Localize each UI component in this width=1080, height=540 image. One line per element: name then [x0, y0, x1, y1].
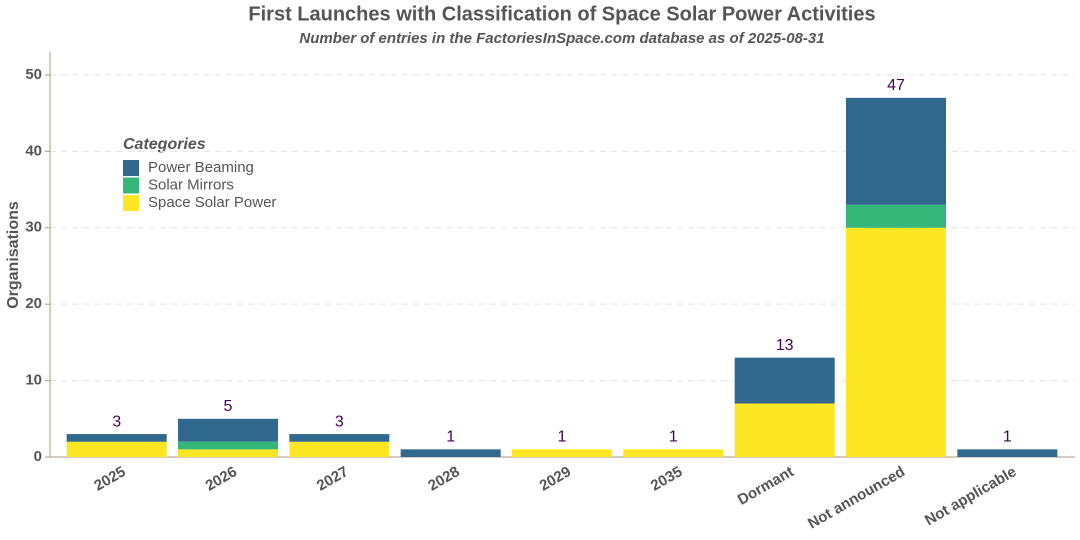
- chart-title: First Launches with Classification of Sp…: [248, 3, 875, 25]
- bar-segment: [623, 449, 724, 457]
- bar-segment: [178, 449, 278, 457]
- y-tick-label: 20: [25, 295, 42, 312]
- bar-segment: [512, 449, 612, 457]
- total-label: 1: [558, 429, 567, 446]
- bar-segment: [846, 204, 946, 228]
- x-tick-label: 2035: [648, 463, 685, 494]
- x-tick-label: 2025: [91, 463, 128, 494]
- x-tick-label: 2026: [203, 463, 240, 494]
- total-label: 3: [335, 413, 344, 430]
- bar-segment: [289, 434, 390, 442]
- legend-swatch: [123, 195, 139, 211]
- legend-title: Categories: [123, 136, 206, 153]
- bar-segment: [178, 441, 278, 450]
- legend-label: Space Solar Power: [148, 194, 276, 211]
- x-tick-label: Dormant: [735, 463, 797, 509]
- total-label: 13: [776, 337, 794, 354]
- bar-segment: [734, 403, 835, 457]
- bar-segment: [66, 441, 167, 457]
- total-label: 1: [446, 429, 455, 446]
- total-label: 1: [669, 429, 678, 446]
- bar-segment: [846, 97, 946, 205]
- bar-segment: [178, 418, 278, 442]
- y-tick-label: 50: [25, 66, 42, 83]
- bar-segment: [66, 434, 167, 442]
- x-tick-label: 2028: [425, 463, 462, 494]
- y-tick-label: 30: [25, 219, 42, 236]
- bar-segment: [289, 441, 390, 457]
- bar-segment: [957, 449, 1058, 457]
- total-label: 5: [224, 398, 233, 415]
- y-tick-label: 10: [25, 372, 42, 389]
- y-tick-label: 40: [25, 142, 42, 159]
- y-axis-label: Organisations: [5, 201, 22, 309]
- chart-subtitle: Number of entries in the FactoriesInSpac…: [299, 30, 824, 47]
- x-tick-label: 2027: [314, 463, 351, 494]
- total-label: 3: [112, 413, 121, 430]
- legend-swatch: [123, 177, 139, 194]
- legend-label: Solar Mirrors: [148, 176, 234, 193]
- bar-segment: [734, 357, 835, 404]
- legend-swatch: [123, 160, 139, 176]
- x-tick-label: 2029: [537, 463, 574, 494]
- x-tick-label: Not applicable: [922, 463, 1019, 529]
- total-label: 47: [887, 77, 905, 94]
- legend-label: Power Beaming: [148, 159, 254, 176]
- total-label: 1: [1003, 429, 1012, 446]
- y-tick-label: 0: [34, 448, 42, 465]
- bar-segment: [846, 227, 946, 457]
- bar-segment: [400, 449, 501, 457]
- x-tick-label: Not announced: [805, 463, 908, 532]
